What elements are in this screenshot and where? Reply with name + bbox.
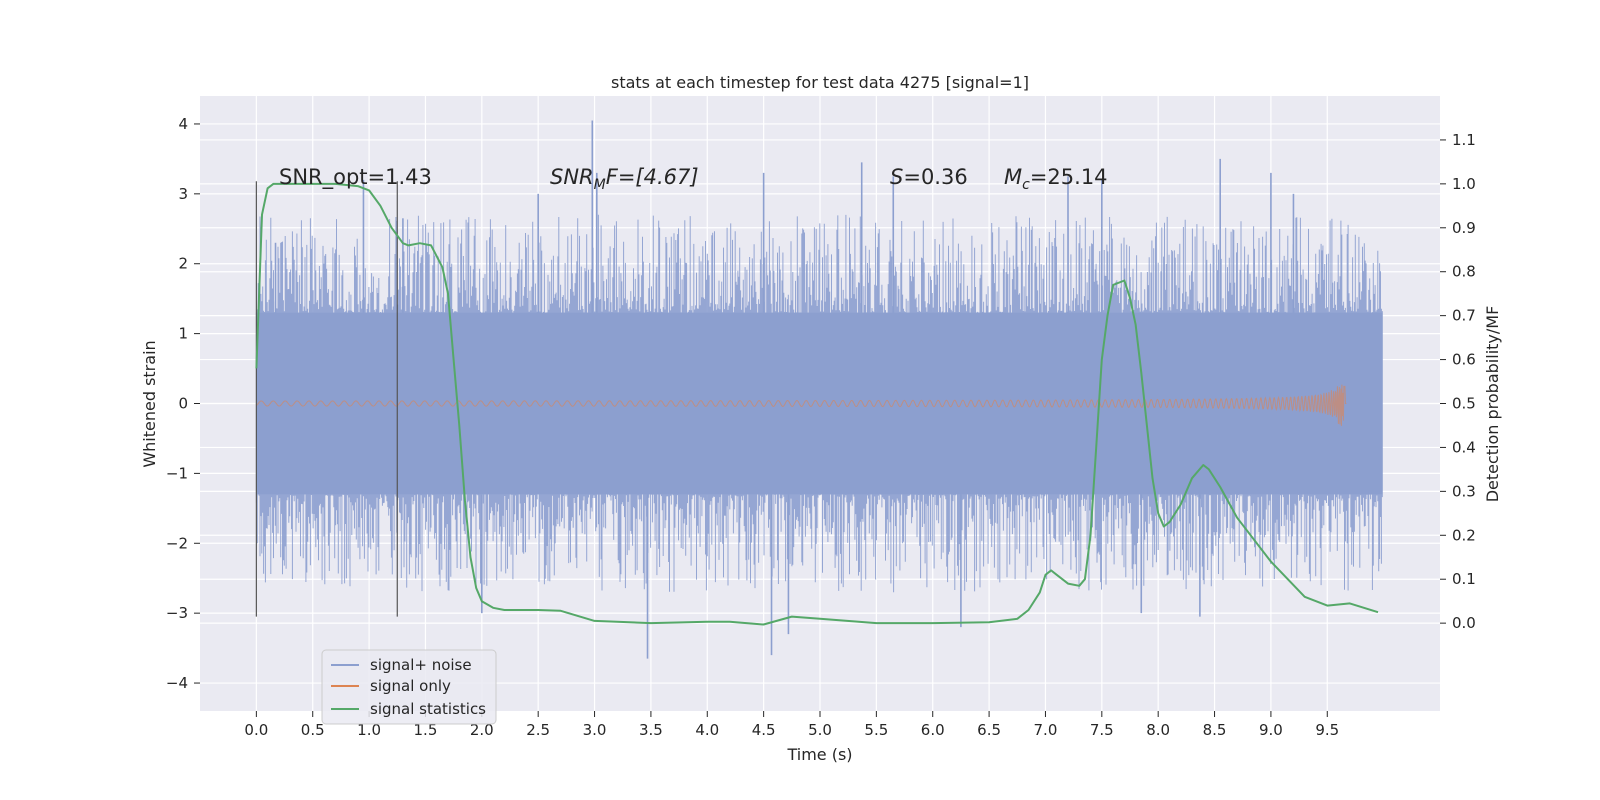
x-tick-label: 3.0 xyxy=(583,721,607,739)
y-right-tick-label: 0.8 xyxy=(1452,263,1476,281)
annotations: SNR_opt=1.43 SNRMF=[4.67] S=0.36 Mc=25.1… xyxy=(279,165,1108,193)
x-tick-label: 5.5 xyxy=(864,721,888,739)
legend-label-signal-statistics: signal statistics xyxy=(370,700,486,718)
legend: signal+ noise signal only signal statist… xyxy=(321,649,497,725)
y-tick-label: −2 xyxy=(166,534,188,552)
x-tick-label: 2.0 xyxy=(470,721,494,739)
annotation-snr-mf: SNRMF=[4.67] xyxy=(550,165,699,193)
x-tick-label: 4.0 xyxy=(695,721,719,739)
y-right-tick-label: 0.0 xyxy=(1452,614,1476,632)
series-signal-noise-core xyxy=(256,312,1383,495)
y-axis-right-label: Detection probability/MF xyxy=(1483,306,1502,503)
series-signal-statistics-line xyxy=(255,182,1379,626)
x-tick-label: 6.0 xyxy=(921,721,945,739)
x-tick-label: 7.0 xyxy=(1034,721,1058,739)
x-tick-label: 4.5 xyxy=(752,721,776,739)
y-right-tick-label: 0.6 xyxy=(1452,351,1476,369)
x-tick-label: 0.0 xyxy=(244,721,268,739)
y-right-tick-label: 1.1 xyxy=(1452,131,1476,149)
annotation-snr-mf-prefix: SNR xyxy=(550,165,594,189)
x-axis-label: Time (s) xyxy=(786,745,852,764)
y-tick-label: 0 xyxy=(178,395,188,413)
y-right-tick-label: 0.5 xyxy=(1452,395,1476,413)
annotation-snr-mf-sub: M xyxy=(594,177,606,193)
x-tick-label: 9.5 xyxy=(1315,721,1339,739)
y-right-tick-label: 1.0 xyxy=(1452,175,1476,193)
y-axis-label: Whitened strain xyxy=(140,340,159,467)
annotation-s: S=0.36 xyxy=(890,165,968,189)
annotation-mc: Mc=25.14 xyxy=(1004,165,1108,193)
legend-label-signal-only: signal only xyxy=(370,677,451,695)
x-tick-label: 6.5 xyxy=(977,721,1001,739)
y-right-tick-label: 0.1 xyxy=(1452,570,1476,588)
y-tick-label: 2 xyxy=(178,255,188,273)
x-tick-label: 1.5 xyxy=(414,721,438,739)
annotation-s-value: =0.36 xyxy=(903,165,967,189)
x-tick-label: 1.0 xyxy=(357,721,381,739)
annotation-snr-mf-suffix: F=[4.67] xyxy=(606,165,699,189)
y-tick-label: −4 xyxy=(166,674,188,692)
y-right-tick-label: 0.4 xyxy=(1452,438,1476,456)
y-tick-label: 1 xyxy=(178,325,188,343)
series-signal-only-trace xyxy=(256,384,1347,426)
annotation-mc-symbol: M xyxy=(1004,165,1022,189)
legend-box xyxy=(321,649,497,725)
y-tick-label: −3 xyxy=(166,604,188,622)
y-tick-label: 4 xyxy=(178,115,188,133)
y-right-tick-label: 0.7 xyxy=(1452,307,1476,325)
legend-label-signal-noise: signal+ noise xyxy=(370,656,472,674)
annotation-s-symbol: S xyxy=(890,165,903,189)
x-tick-label: 8.0 xyxy=(1146,721,1170,739)
y-right-tick-label: 0.9 xyxy=(1452,219,1476,237)
x-tick-label: 8.5 xyxy=(1203,721,1227,739)
x-tick-label: 2.5 xyxy=(526,721,550,739)
x-tick-label: 5.0 xyxy=(808,721,832,739)
x-tick-label: 7.5 xyxy=(1090,721,1114,739)
plot-area xyxy=(255,120,1383,659)
annotation-mc-value: =25.14 xyxy=(1030,165,1108,189)
x-tick-label: 0.5 xyxy=(301,721,325,739)
y-right-tick-label: 0.3 xyxy=(1452,482,1476,500)
y-right-tick-label: 0.2 xyxy=(1452,526,1476,544)
y-axis-right: 0.0 0.1 0.2 0.3 0.4 0.5 0.6 0.7 0.8 0.9 1.0 1.1 xyxy=(1440,131,1476,632)
annotation-snr-opt: SNR_opt=1.43 xyxy=(279,165,432,190)
annotation-mc-sub: c xyxy=(1022,177,1030,193)
y-tick-label: −1 xyxy=(166,464,188,482)
y-axis-left: −4 −3 −2 −1 0 1 2 3 4 xyxy=(166,115,200,692)
chart-title: stats at each timestep for test data 427… xyxy=(611,73,1029,92)
y-tick-label: 3 xyxy=(178,185,188,203)
x-tick-label: 3.5 xyxy=(639,721,663,739)
x-axis: 0.0 0.5 1.0 1.5 2.0 2.5 3.0 3.5 4.0 4.5 5.0 5.5 6.0 6… xyxy=(244,711,1339,739)
x-tick-label: 9.0 xyxy=(1259,721,1283,739)
